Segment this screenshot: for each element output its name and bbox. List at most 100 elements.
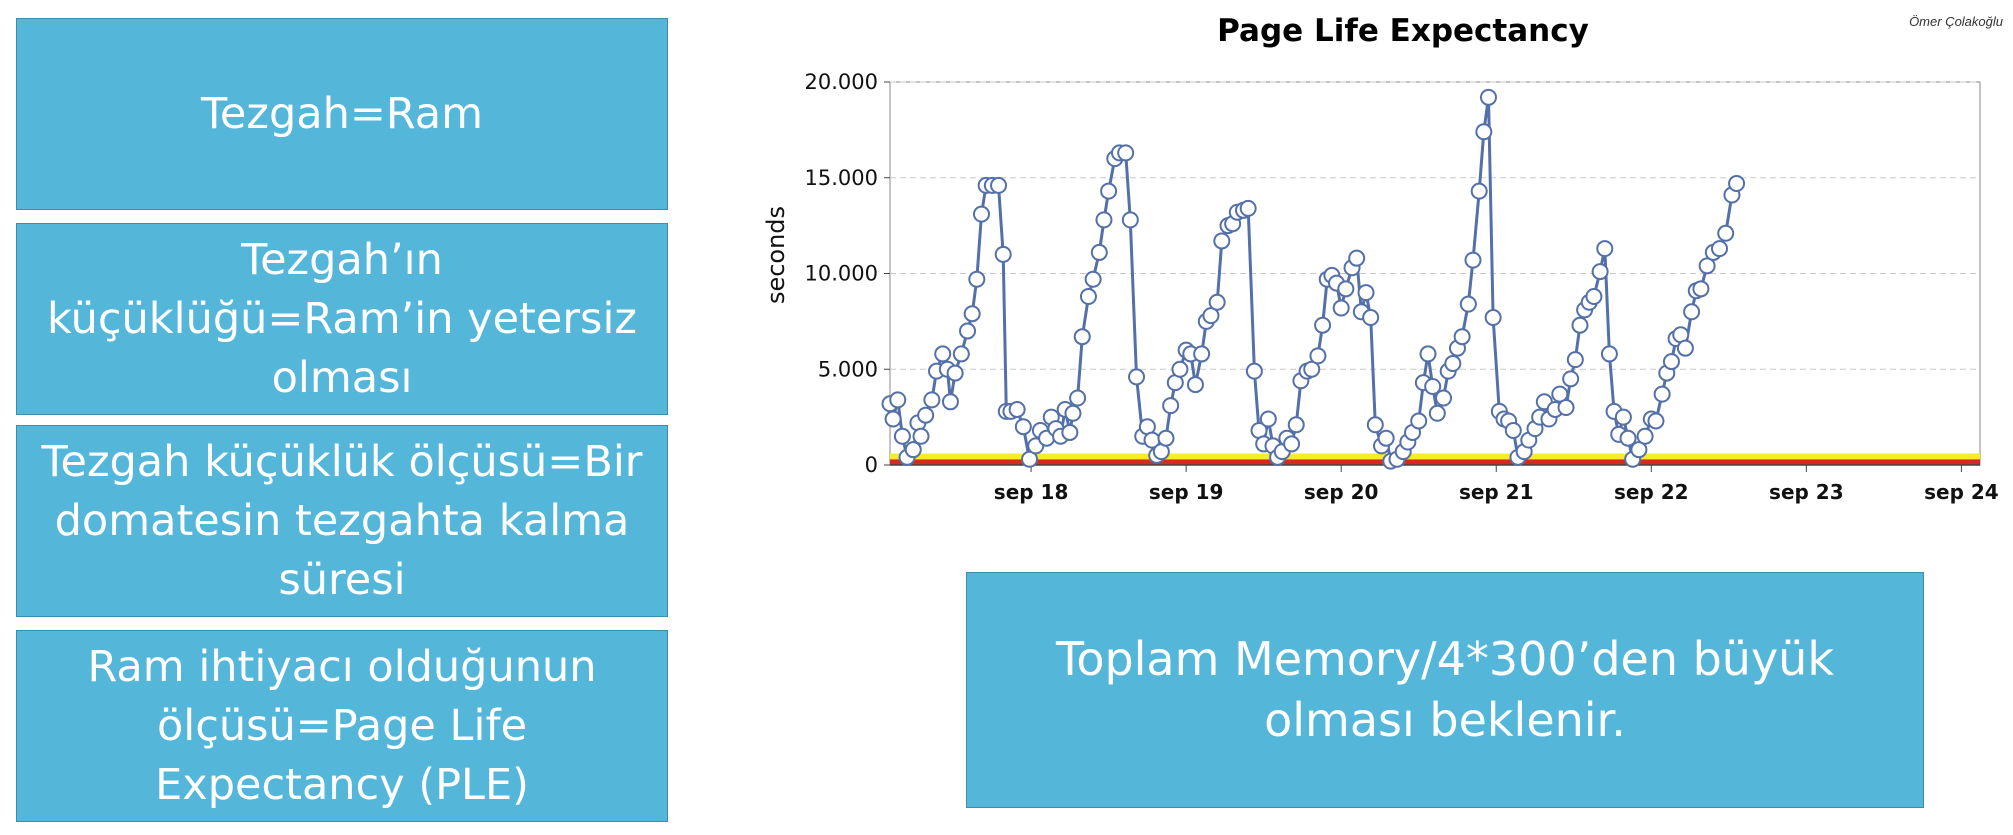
- chart-title: Page Life Expectancy: [1217, 13, 1589, 49]
- info-box-tezgah-size: Tezgah’ın küçüklüğü=Ram’in yetersiz olma…: [16, 223, 668, 415]
- data-point: [1596, 240, 1614, 258]
- data-point: [1562, 370, 1580, 388]
- y-tick-label: 10.000: [805, 262, 878, 286]
- info-box-text: Ram ihtiyacı olduğunun ölçüsü=Page Life …: [87, 641, 597, 810]
- data-point: [1435, 389, 1453, 407]
- y-tick-label: 5.000: [818, 357, 878, 381]
- data-point: [1128, 368, 1146, 386]
- data-point: [941, 393, 959, 411]
- data-point: [1213, 232, 1231, 250]
- data-point: [1676, 339, 1694, 357]
- data-point: [1171, 360, 1189, 378]
- data-point: [1309, 347, 1327, 365]
- x-tick-label: sep 24: [1924, 480, 1999, 504]
- info-box-tezgah-ram: Tezgah=Ram: [16, 18, 668, 210]
- y-tick-label: 0: [865, 453, 878, 477]
- data-point: [1470, 182, 1488, 200]
- data-point: [1245, 362, 1263, 380]
- data-point: [1079, 287, 1097, 305]
- data-point: [1014, 418, 1032, 436]
- x-tick-label: sep 20: [1304, 480, 1379, 504]
- data-point: [1683, 303, 1701, 321]
- info-box-ram-need: Ram ihtiyacı olduğunun ölçüsü=Page Life …: [16, 630, 668, 822]
- data-point: [1428, 404, 1446, 422]
- data-point: [1186, 376, 1204, 394]
- data-point: [1348, 249, 1366, 267]
- data-point: [1090, 243, 1108, 261]
- data-point: [1193, 345, 1211, 363]
- data-point: [1619, 429, 1637, 447]
- data-point: [1208, 293, 1226, 311]
- data-point: [893, 427, 911, 445]
- info-box-expectation: Toplam Memory/4*300’den büyük olması bek…: [966, 572, 1924, 808]
- data-point: [1362, 309, 1380, 327]
- data-point: [1630, 441, 1648, 459]
- data-point: [1008, 400, 1026, 418]
- data-point: [1717, 224, 1735, 242]
- data-point: [1357, 284, 1375, 302]
- data-point: [1647, 412, 1665, 430]
- data-point: [1069, 389, 1087, 407]
- data-point: [884, 410, 902, 428]
- data-point: [1424, 377, 1442, 395]
- data-point: [1459, 295, 1477, 313]
- x-tick-label: sep 22: [1614, 480, 1689, 504]
- data-point: [1064, 404, 1082, 422]
- x-tick-label: sep 23: [1769, 480, 1844, 504]
- data-point: [1504, 422, 1522, 440]
- data-point: [1453, 328, 1471, 346]
- data-point: [1314, 316, 1332, 334]
- data-point: [912, 427, 930, 445]
- data-point: [1464, 251, 1482, 269]
- data-point: [1614, 408, 1632, 426]
- data-point: [889, 391, 907, 409]
- data-point: [959, 322, 977, 340]
- data-point: [1377, 429, 1395, 447]
- data-point: [1711, 240, 1729, 258]
- info-box-text: Tezgah=Ram: [200, 88, 484, 139]
- data-point: [1419, 345, 1437, 363]
- data-point: [972, 205, 990, 223]
- data-point: [1202, 307, 1220, 325]
- data-point: [1698, 257, 1716, 275]
- data-point: [963, 305, 981, 323]
- data-point: [1484, 309, 1502, 327]
- data-point: [1117, 144, 1135, 162]
- threshold-band: [890, 459, 1980, 465]
- data-point: [952, 345, 970, 363]
- data-point: [1585, 287, 1603, 305]
- data-point: [994, 245, 1012, 263]
- data-point: [1475, 123, 1493, 141]
- data-point: [946, 364, 964, 382]
- data-point: [1121, 211, 1139, 229]
- data-point: [1259, 410, 1277, 428]
- info-box-text: Tezgah’ın küçüklüğü=Ram’in yetersiz olma…: [47, 234, 637, 403]
- data-point: [1061, 423, 1079, 441]
- x-tick-label: sep 18: [994, 480, 1069, 504]
- info-box-text: Toplam Memory/4*300’den büyük olması bek…: [1056, 632, 1834, 747]
- data-point: [1566, 351, 1584, 369]
- info-box-text: Tezgah küçüklük ölçüsü=Bir domatesin tez…: [41, 436, 643, 605]
- data-point: [1337, 280, 1355, 298]
- data-point: [1157, 429, 1175, 447]
- y-tick-label: 15.000: [805, 166, 878, 190]
- data-point: [1551, 385, 1569, 403]
- data-point: [1095, 211, 1113, 229]
- data-point: [923, 391, 941, 409]
- data-point: [1662, 353, 1680, 371]
- data-point: [1100, 182, 1118, 200]
- data-point: [917, 406, 935, 424]
- x-tick-label: sep 21: [1459, 480, 1534, 504]
- data-point: [1557, 399, 1575, 417]
- data-point: [1600, 345, 1618, 363]
- data-point: [1591, 263, 1609, 281]
- data-point: [1084, 270, 1102, 288]
- x-tick-label: sep 19: [1149, 480, 1224, 504]
- data-point: [990, 176, 1008, 194]
- data-point: [934, 345, 952, 363]
- ple-line-chart: Page Life Expectancy seconds 0 5.000 10.00…: [762, 13, 1999, 504]
- data-point: [1162, 397, 1180, 415]
- y-tick-label: 20.000: [805, 70, 878, 94]
- data-point: [1283, 435, 1301, 453]
- data-point: [1444, 355, 1462, 373]
